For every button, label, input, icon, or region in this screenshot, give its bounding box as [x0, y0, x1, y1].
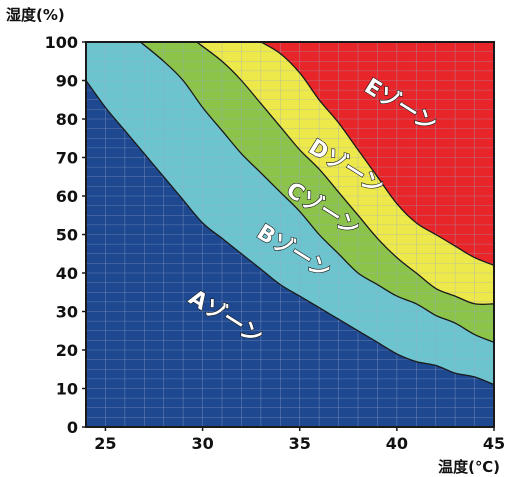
grid-layer	[86, 42, 494, 427]
tick-layer: 0 10 20 30 40 50 60 70 80 90 100 25 30 35 40 45	[45, 33, 506, 453]
zones-layer	[86, 42, 494, 427]
y-tick-label: 10	[56, 380, 78, 399]
x-tick-label: 45	[483, 434, 505, 453]
x-tick-label: 30	[191, 434, 213, 453]
y-tick-label: 50	[56, 226, 78, 245]
y-axis-title: 湿度(%)	[6, 6, 65, 24]
y-tick-label: 80	[56, 110, 78, 129]
x-tick-label: 35	[289, 434, 311, 453]
y-tick-label: 90	[56, 72, 78, 91]
x-tick-label: 25	[94, 434, 116, 453]
y-tick-label: 40	[56, 264, 78, 283]
y-tick-label: 100	[45, 33, 78, 52]
boundary-line-b-c	[139, 42, 494, 343]
x-axis-title: 温度(℃)	[438, 458, 500, 476]
x-tick-label: 40	[386, 434, 408, 453]
y-tick-label: 0	[67, 418, 78, 437]
y-tick-label: 20	[56, 341, 78, 360]
boundary-line-a-b	[86, 80, 494, 386]
y-tick-label: 30	[56, 303, 78, 322]
y-tick-label: 60	[56, 187, 78, 206]
y-tick-label: 70	[56, 149, 78, 168]
boundary-line-d-e	[260, 42, 494, 266]
boundary-line-c-d	[196, 42, 494, 306]
boundary-layer	[86, 42, 494, 386]
